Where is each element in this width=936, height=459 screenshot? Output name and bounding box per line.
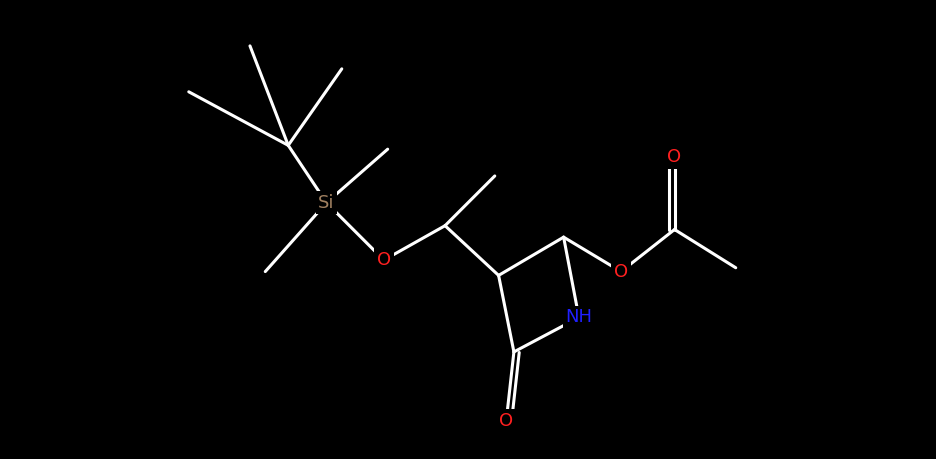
Text: Si: Si <box>318 194 335 212</box>
Text: O: O <box>499 412 513 430</box>
Text: O: O <box>377 251 391 269</box>
Text: O: O <box>614 263 628 280</box>
Text: NH: NH <box>565 308 592 326</box>
Text: O: O <box>667 148 681 166</box>
